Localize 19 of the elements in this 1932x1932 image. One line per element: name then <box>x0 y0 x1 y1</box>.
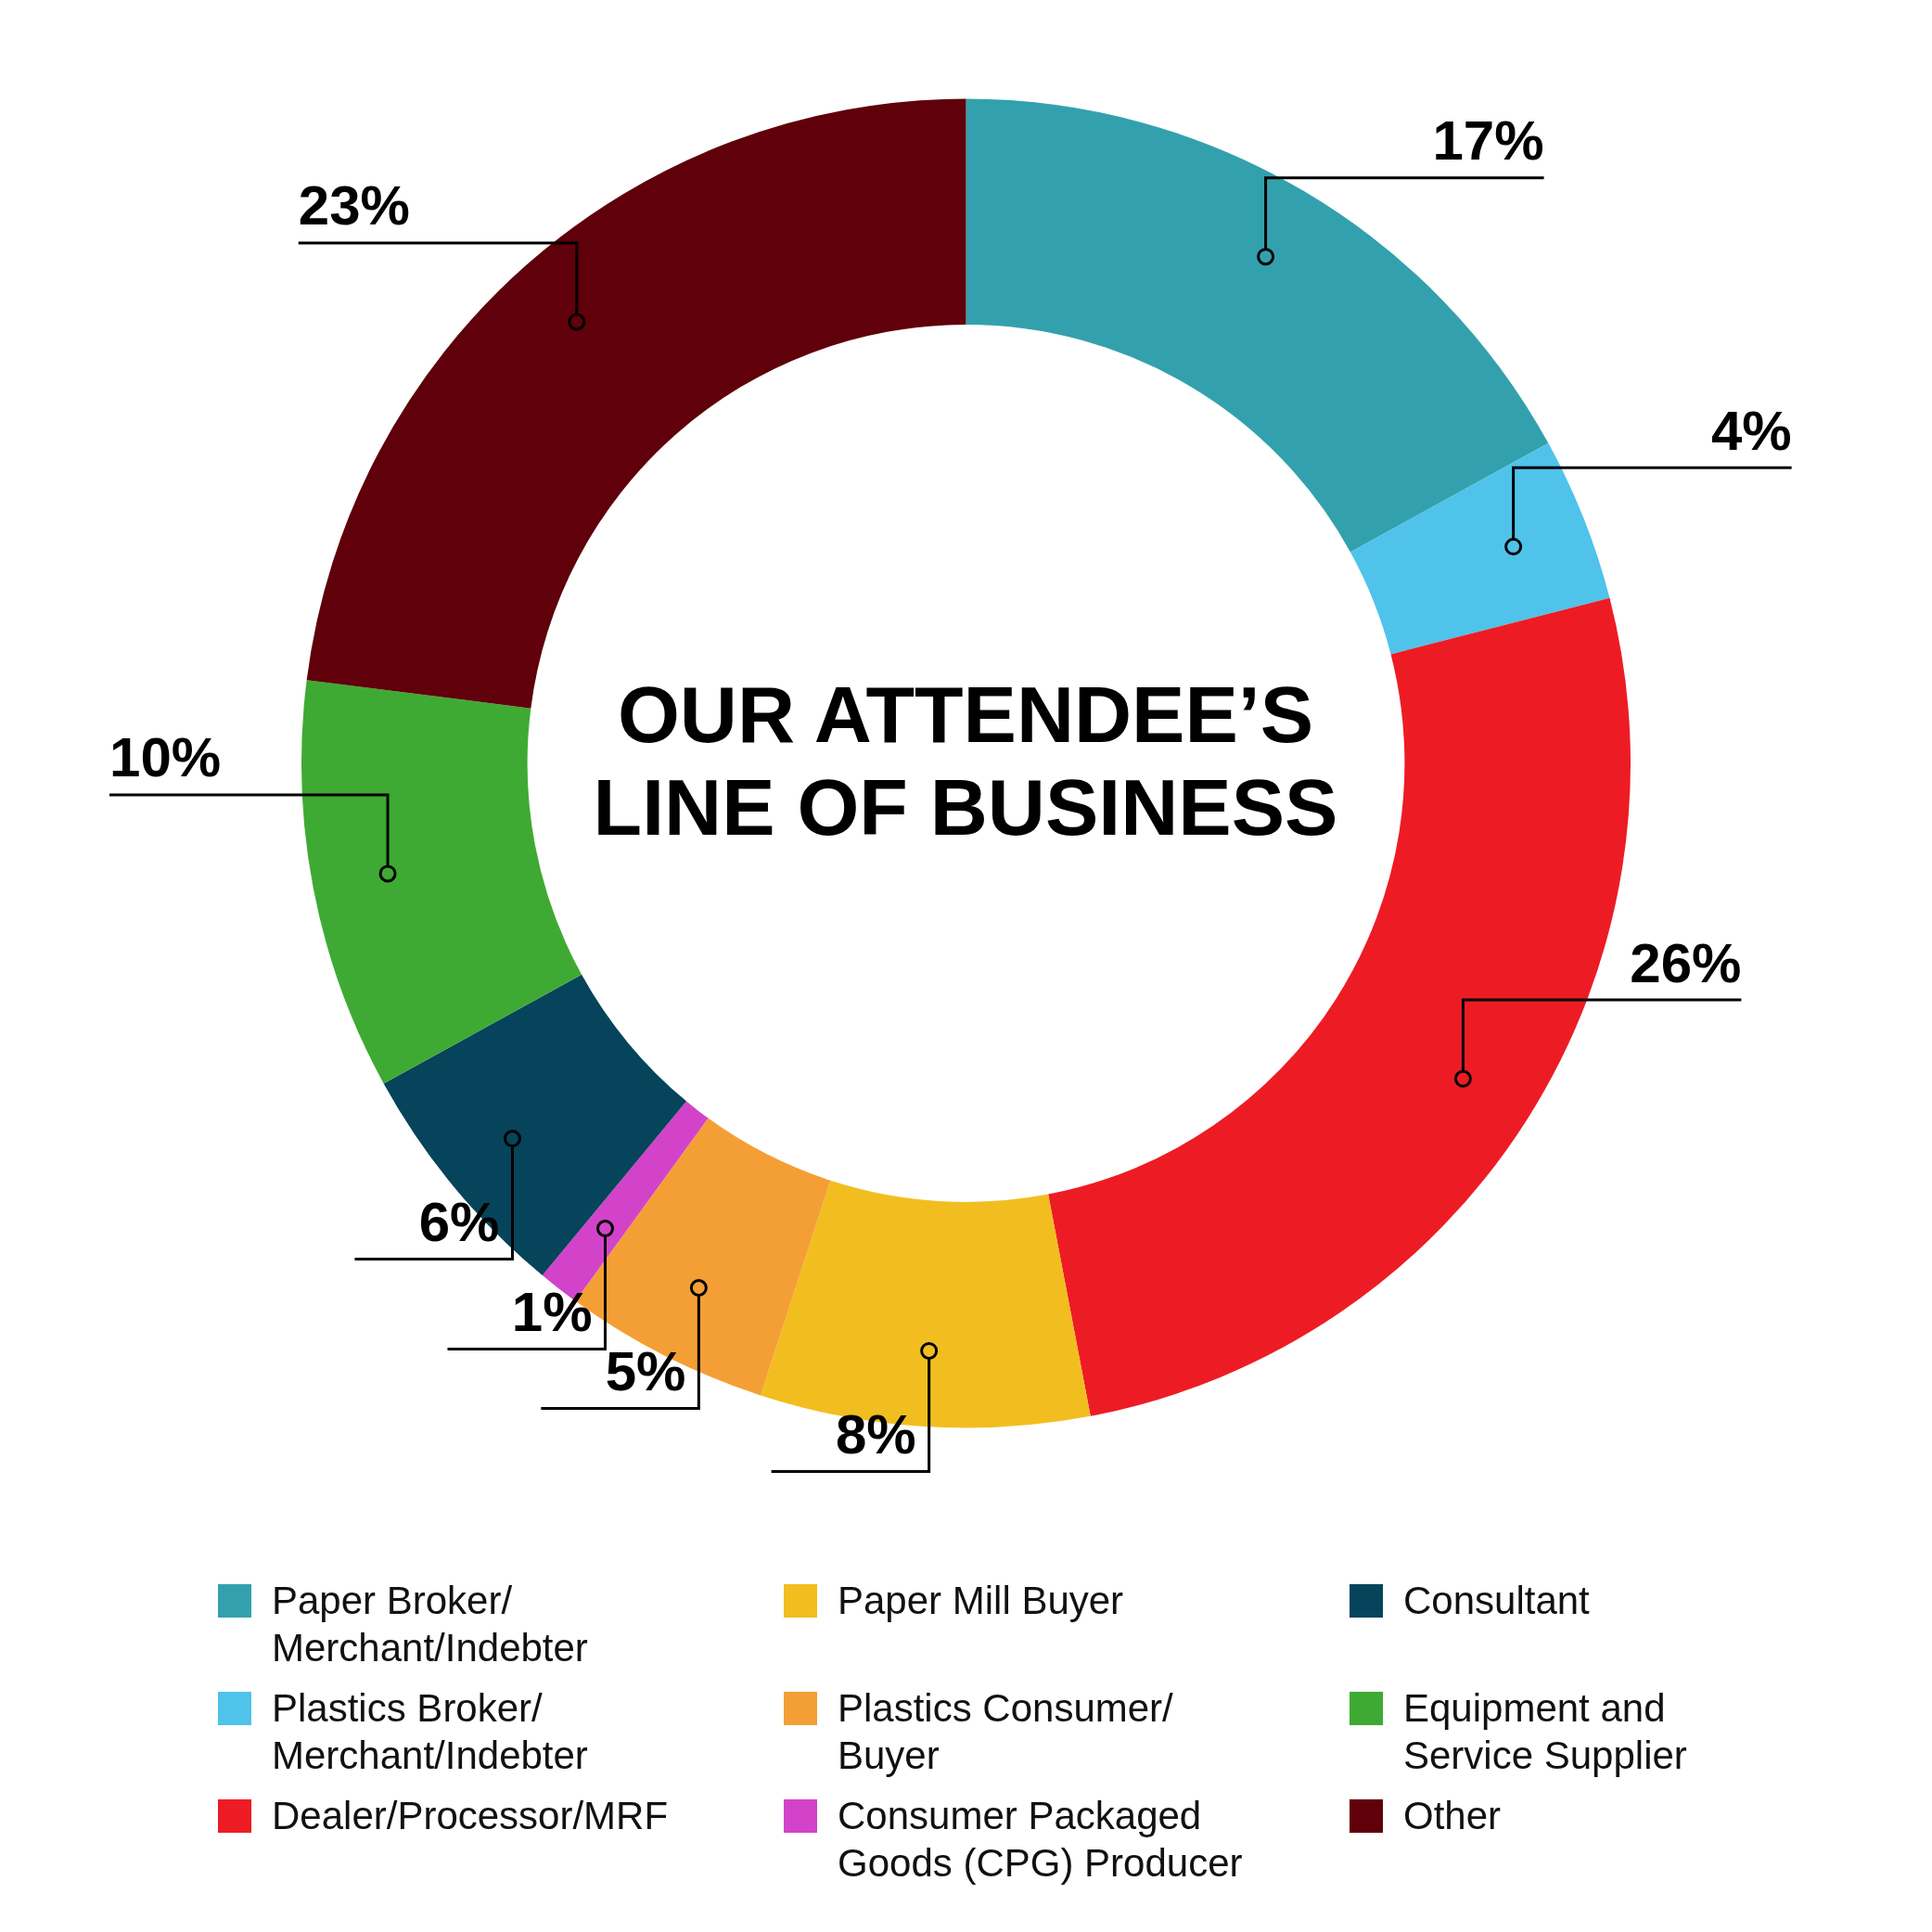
legend-label: Equipment and Service Supplier <box>1403 1685 1688 1779</box>
legend-label: Plastics Consumer/ Buyer <box>838 1685 1174 1779</box>
data-label: 23% <box>298 174 410 237</box>
data-label: 1% <box>511 1281 593 1344</box>
data-label: 6% <box>418 1191 500 1254</box>
text: OUR ATTENDEE’S LINE OF BUSINESS <box>592 669 1339 853</box>
legend-label: Paper Broker/ Merchant/Indebter <box>272 1578 589 1671</box>
legend-label: Dealer/Processor/MRF <box>272 1793 670 1839</box>
data-label: 8% <box>835 1402 916 1465</box>
legend-label: Other <box>1403 1793 1503 1839</box>
data-label: 5% <box>605 1340 686 1403</box>
data-label: 4% <box>1710 399 1792 462</box>
data-label: 17% <box>1432 109 1544 173</box>
legend-label: Paper Mill Buyer <box>838 1578 1125 1624</box>
legend-label: Consumer Packaged Goods (CPG) Producer <box>838 1793 1244 1887</box>
legend-label: Plastics Broker/ Merchant/Indebter <box>272 1685 589 1779</box>
data-label: 26% <box>1630 931 1742 994</box>
data-label: 10% <box>109 726 222 789</box>
legend-label: Consultant <box>1403 1578 1591 1624</box>
